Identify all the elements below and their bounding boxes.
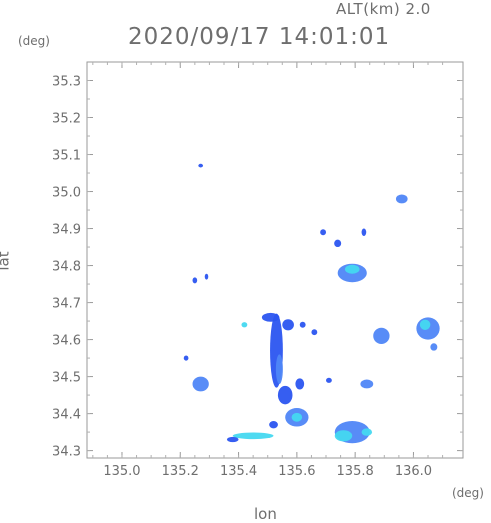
echo-cell (320, 229, 327, 236)
plot-frame (86, 61, 464, 459)
echo-cell (360, 379, 374, 389)
echo-cell (192, 376, 209, 392)
echo-cell (361, 228, 367, 236)
echo-cell (226, 436, 239, 443)
y-tick-label: 34.8 (52, 260, 81, 275)
lon-unit-label: (deg) (452, 486, 484, 500)
echo-cell (311, 329, 318, 336)
echo-cell (282, 319, 294, 331)
y-tick-label: 34.4 (52, 408, 81, 423)
echo-cell (277, 385, 293, 405)
echo-cell (232, 432, 274, 440)
y-tick-label: 34.9 (52, 223, 81, 238)
x-axis-label: lon (254, 505, 277, 523)
echo-cell (261, 312, 280, 322)
echo-cell (334, 239, 342, 248)
echo-cell (192, 277, 198, 284)
echo-cell (373, 327, 390, 345)
echo-cell (361, 428, 373, 436)
echo-cell (241, 322, 248, 328)
x-tick-label: 135.2 (162, 464, 199, 479)
x-tick-label: 135.8 (337, 464, 374, 479)
echo-cell (395, 194, 408, 204)
echo-cell (183, 355, 189, 361)
echo-cell (430, 343, 438, 351)
y-tick-label: 34.7 (52, 297, 81, 312)
x-tick-label: 135.0 (103, 464, 140, 479)
y-tick-label: 34.6 (52, 334, 81, 349)
echo-cell (275, 354, 283, 384)
x-tick-label: 136.0 (395, 464, 432, 479)
x-tick-label: 135.4 (220, 464, 257, 479)
echo-cell (334, 430, 353, 442)
echo-cell (419, 319, 431, 330)
x-tick-label: 135.6 (278, 464, 315, 479)
echo-cell (344, 264, 360, 274)
echo-cell (291, 412, 303, 422)
chart-title: 2020/09/17 14:01:01 (128, 24, 391, 50)
echo-cell (299, 321, 306, 328)
y-tick-label: 35.3 (52, 75, 81, 90)
lat-unit-label: (deg) (18, 34, 50, 48)
y-tick-label: 35.1 (52, 149, 81, 164)
altitude-label: ALT(km) 2.0 (336, 0, 431, 18)
echo-cell (204, 273, 209, 280)
y-tick-label: 35.2 (52, 112, 81, 127)
echo-cell (295, 378, 305, 390)
y-tick-label: 35.0 (52, 186, 81, 201)
echo-cell (198, 163, 204, 168)
echo-cell (269, 420, 278, 429)
y-tick-label: 34.5 (52, 371, 81, 386)
echo-cell (326, 377, 332, 383)
y-tick-label: 34.3 (52, 445, 81, 460)
